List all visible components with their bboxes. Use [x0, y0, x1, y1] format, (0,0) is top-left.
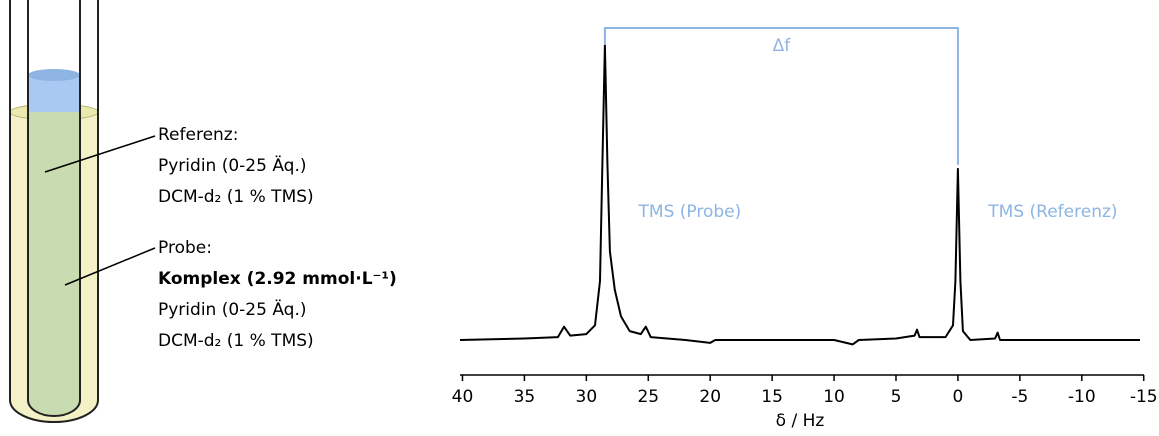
delta-bracket	[603, 27, 959, 165]
nmr-tube	[9, 0, 156, 423]
label: Pyridin (0-25 Äq.)	[158, 155, 307, 176]
bracket-label: Δf	[773, 36, 792, 56]
x-tick-label: 35	[514, 387, 536, 407]
x-tick-label: -5	[1011, 387, 1028, 407]
label: DCM-d₂ (1 % TMS)	[158, 187, 314, 207]
x-tick-label: 40	[452, 387, 474, 407]
peak-label: TMS (Referenz)	[987, 202, 1117, 222]
x-tick-label: 25	[637, 387, 659, 407]
x-axis-label: δ / Hz	[776, 411, 825, 431]
inner-solution	[27, 74, 81, 417]
x-tick-label: 20	[699, 387, 721, 407]
label: DCM-d₂ (1 % TMS)	[158, 331, 314, 351]
x-tick-label: -10	[1068, 387, 1096, 407]
label: Pyridin (0-25 Äq.)	[158, 299, 307, 320]
x-tick-label: 0	[953, 387, 964, 407]
inner-tube	[27, 0, 81, 417]
x-tick-label: 10	[823, 387, 845, 407]
x-tick-label: 5	[891, 387, 902, 407]
leader-line	[44, 135, 156, 173]
outer-tube	[9, 0, 99, 423]
x-tick-label: -15	[1130, 387, 1158, 407]
peak-label: TMS (Probe)	[638, 202, 742, 222]
label: Referenz:	[158, 125, 238, 145]
inner-meniscus	[28, 69, 80, 81]
label: Komplex (2.92 mmol·L⁻¹)	[158, 269, 397, 289]
x-tick-label: 30	[576, 387, 598, 407]
inner-air	[28, 75, 80, 112]
leader-line	[64, 247, 156, 286]
label: Probe:	[158, 238, 212, 258]
x-tick-label: 15	[761, 387, 783, 407]
spectrum-line	[459, 44, 1140, 346]
